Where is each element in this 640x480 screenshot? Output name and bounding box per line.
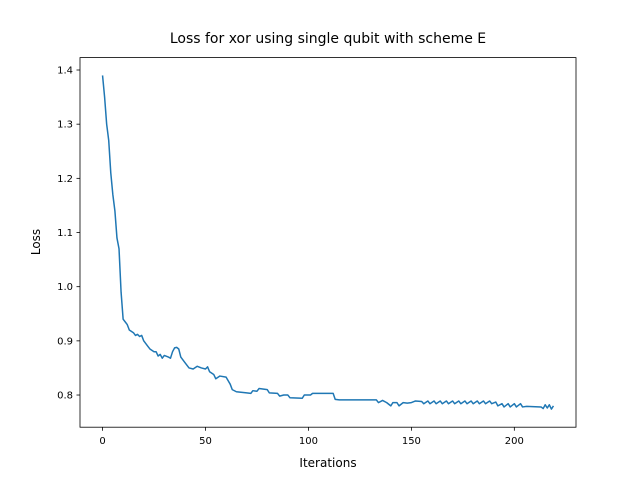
chart-title: Loss for xor using single qubit with sch… <box>170 31 486 47</box>
y-tick-label: 1.0 <box>57 282 73 293</box>
y-axis-label: Loss <box>29 229 43 255</box>
x-tick-label: 200 <box>505 436 524 447</box>
y-tick-label: 1.3 <box>57 120 73 131</box>
plot-frame <box>79 57 577 428</box>
y-tick-label: 1.4 <box>57 66 73 77</box>
x-tick-label: 150 <box>402 436 421 447</box>
y-tick-label: 0.9 <box>57 336 73 347</box>
y-tick-label: 0.8 <box>57 391 73 402</box>
y-tick-label: 1.2 <box>57 174 73 185</box>
x-tick-label: 100 <box>299 436 318 447</box>
y-tick-label: 1.1 <box>57 228 73 239</box>
x-axis-label: Iterations <box>299 456 356 470</box>
x-tick-label: 0 <box>99 436 105 447</box>
loss-line <box>101 75 555 410</box>
x-tick-label: 50 <box>199 436 212 447</box>
